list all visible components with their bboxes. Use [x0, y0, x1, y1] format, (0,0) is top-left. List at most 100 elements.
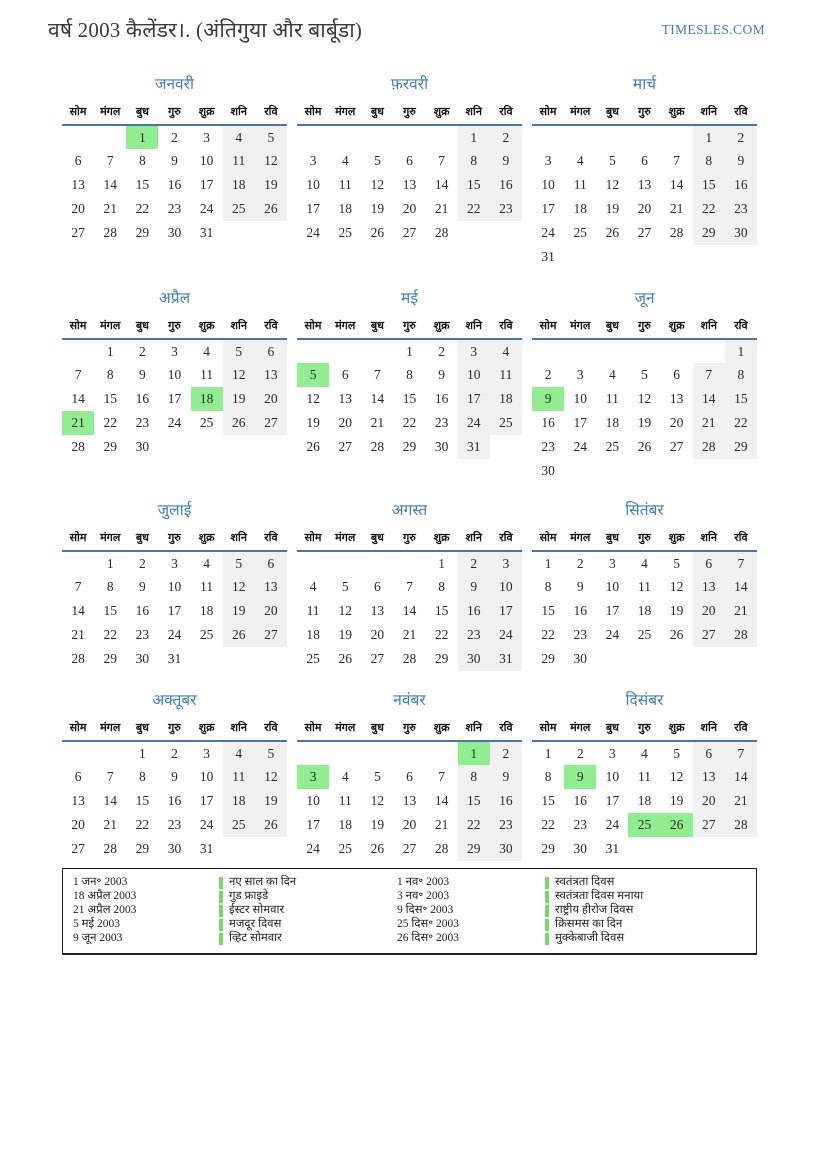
week-row: 14 15 16 17 18 19 20 — [62, 599, 287, 623]
day-cell: 27 — [402, 225, 417, 240]
week-row: 10 11 12 13 14 15 16 — [297, 173, 522, 197]
day-cell-empty — [661, 459, 693, 483]
month-table: सोम मंगल बुध गुरु शुक्र शनि रवि 1 2 3 4 5 6 7 8 9 10 11 12… — [297, 315, 522, 459]
month-september: सितंबर सोम मंगल बुध गुरु शुक्र शनि रवि 1 2 3 4 5 6 7 8 9… — [532, 496, 757, 686]
day-cell-empty — [329, 741, 361, 765]
holiday-marker-icon — [219, 918, 223, 931]
day-cell: 1 — [544, 745, 552, 761]
legend-date: 26 दिस॰ 2003 — [397, 932, 460, 944]
day-cell: 1 — [106, 343, 114, 359]
day-cell: 26 — [338, 651, 352, 666]
day-cell: 1 — [106, 555, 114, 571]
day-cell: 1 — [457, 125, 490, 149]
day-cell: 14 — [724, 765, 757, 789]
day-cell: 6 — [673, 367, 680, 382]
day-cell: 24 — [573, 439, 587, 454]
weekday-header: बुध — [126, 101, 159, 126]
day-cell: 10 — [306, 793, 320, 808]
week-row: 20 21 22 23 24 25 26 — [62, 197, 287, 221]
day-cell: 13 — [637, 177, 652, 192]
month-december: दिसंबर सोम मंगल बुध गुरु शुक्र शनि रवि 1 2 3 4 5 6 7 8 9… — [532, 686, 757, 866]
day-cell: 3 — [171, 343, 178, 359]
weekday-header: शनि — [222, 315, 255, 340]
legend-holiday: स्वतंत्रता दिवस — [545, 876, 748, 889]
day-cell: 4 — [341, 153, 349, 168]
day-cell: 27 — [254, 623, 287, 647]
day-cell: 21 — [370, 415, 385, 430]
day-cell: 9 — [171, 153, 178, 168]
day-cell-empty — [426, 125, 458, 149]
day-cell: 28 — [103, 225, 117, 240]
day-cell: 10 — [489, 575, 522, 599]
holiday-marker-icon — [219, 890, 223, 903]
day-cell-empty — [693, 459, 725, 483]
day-cell-empty — [596, 245, 628, 269]
day-cell-empty — [62, 741, 94, 765]
day-cell: 9 — [489, 149, 522, 173]
month-november: नवंबर सोम मंगल बुध गुरु शुक्र शनि रवि 1 2 3 4 5 6 7 8 9 1… — [297, 686, 522, 866]
weekday-header: गुरु — [393, 101, 426, 126]
day-cell: 13 — [692, 575, 725, 599]
week-row: 24 25 26 27 28 29 30 — [532, 221, 757, 245]
day-cell-empty — [223, 221, 255, 245]
day-cell: 23 — [489, 197, 522, 221]
day-cell: 26 — [254, 813, 287, 837]
day-cell-empty — [361, 339, 393, 363]
day-cell: 12 — [222, 363, 255, 387]
day-cell: 6 — [74, 153, 82, 168]
day-cell: 7 — [373, 367, 381, 382]
day-cell: 16 — [135, 391, 150, 406]
month-title: जून — [634, 290, 655, 307]
weekday-header: मंगल — [94, 527, 127, 552]
day-cell: 6 — [406, 769, 413, 784]
day-cell: 30 — [489, 837, 522, 861]
week-row: 5 6 7 8 9 10 11 — [297, 363, 522, 387]
day-cell: 16 — [167, 177, 182, 192]
legend-date: 21 अप्रैल 2003 — [73, 904, 137, 916]
weekday-header: मंगल — [329, 315, 362, 340]
month-february: फ़रवरी सोम मंगल बुध गुरु शुक्र शनि रवि 1 2 3 4 5 6 7 8 9… — [297, 70, 522, 284]
day-cell: 10 — [457, 363, 490, 387]
day-cell-empty — [564, 245, 596, 269]
day-cell: 22 — [457, 813, 490, 837]
day-cell: 11 — [306, 603, 320, 618]
day-cell: 25 — [628, 813, 661, 837]
weekday-header: सोम — [297, 717, 330, 742]
day-cell: 23 — [724, 197, 757, 221]
day-cell: 19 — [306, 415, 320, 430]
day-cell-empty — [628, 125, 660, 149]
day-cell: 26 — [370, 225, 385, 240]
day-cell-empty — [393, 125, 425, 149]
day-cell: 26 — [637, 439, 652, 454]
weekday-header: बुध — [596, 717, 629, 742]
day-cell: 7 — [406, 579, 413, 594]
day-cell: 31 — [541, 249, 555, 264]
day-cell: 22 — [103, 627, 117, 642]
week-row: 14 15 16 17 18 19 20 — [62, 387, 287, 411]
day-cell: 2 — [489, 125, 522, 149]
day-cell: 4 — [641, 555, 648, 571]
month-october: अक्तूबर सोम मंगल बुध गुरु शुक्र शनि रवि 1 2 3 4 5 6 7 8… — [62, 686, 287, 866]
day-cell-empty — [255, 221, 287, 245]
day-cell: 28 — [402, 651, 417, 666]
month-title: दिसंबर — [625, 692, 664, 709]
month-table: सोम मंगल बुध गुरु शुक्र शनि रवि 1 2 3 4 5 6 7 8 9 10 11 12… — [297, 101, 522, 245]
weekday-header: रवि — [724, 315, 757, 340]
day-cell: 23 — [573, 627, 587, 642]
day-cell: 24 — [489, 623, 522, 647]
weekday-header: शुक्र — [660, 717, 693, 742]
day-cell-empty — [693, 837, 725, 861]
legend-holiday-label: राष्ट्रीय हीरोज दिवस — [555, 904, 634, 916]
day-cell: 19 — [370, 817, 385, 832]
weekday-header: गुरु — [393, 315, 426, 340]
day-cell: 1 — [438, 555, 445, 571]
day-cell: 25 — [637, 627, 652, 642]
weekday-header: शुक्र — [190, 315, 223, 340]
day-cell: 5 — [641, 367, 648, 382]
day-cell-empty — [458, 221, 490, 245]
day-cell: 7 — [74, 367, 82, 382]
day-cell: 15 — [457, 789, 490, 813]
site-link[interactable]: TIMESLES.COM — [661, 22, 765, 37]
